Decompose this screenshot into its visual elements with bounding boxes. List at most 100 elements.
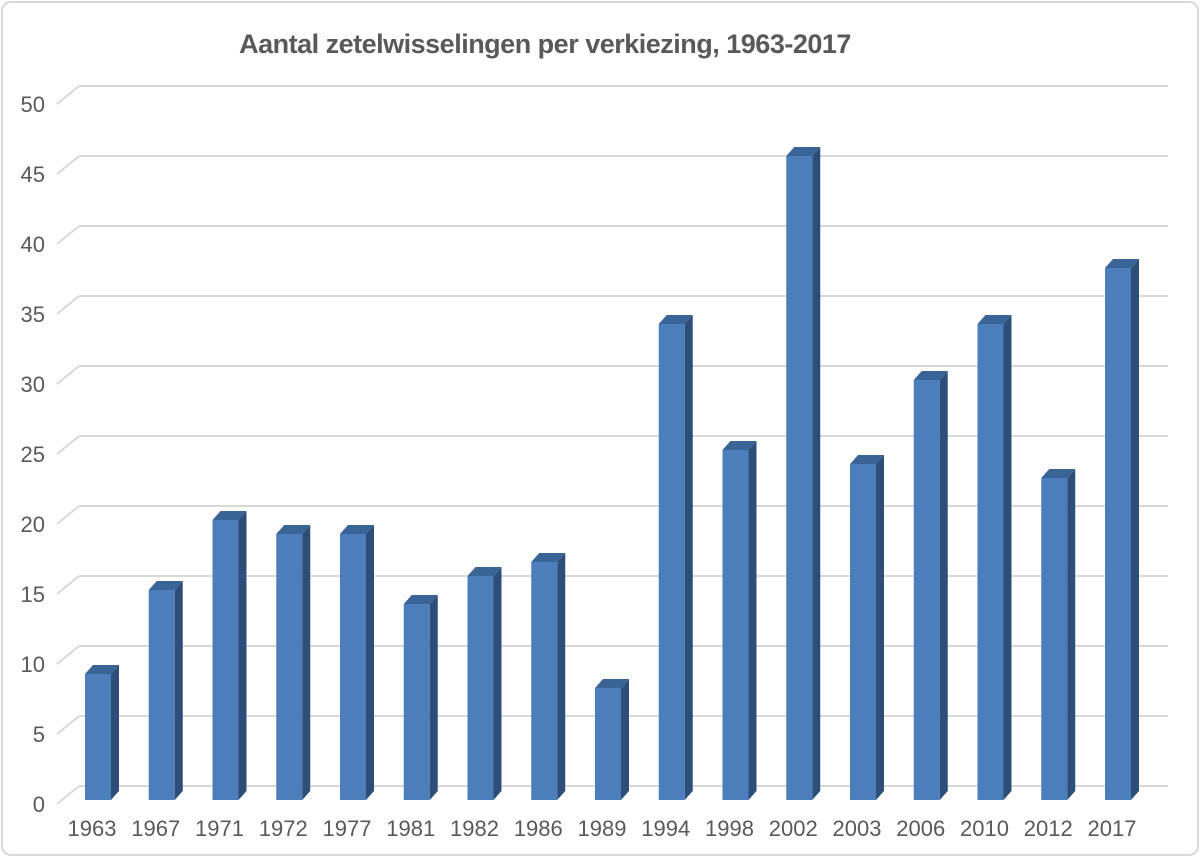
bar-top-face xyxy=(403,595,438,604)
bar xyxy=(531,553,566,800)
bar xyxy=(913,371,948,800)
bar-front-face xyxy=(658,324,685,800)
bar xyxy=(403,595,438,800)
y-tick-label: 50 xyxy=(21,92,45,117)
bar-top-face xyxy=(850,455,884,464)
gridline-diagonal xyxy=(56,505,80,525)
bar-top-face xyxy=(276,525,311,534)
gridline-diagonal xyxy=(56,575,80,595)
x-tick-label: 2006 xyxy=(896,816,945,841)
bar xyxy=(1041,469,1076,800)
bar-side-face xyxy=(429,595,438,800)
y-tick-label: 25 xyxy=(21,442,45,467)
bar-top-face xyxy=(85,665,119,674)
bar-side-face xyxy=(1067,469,1076,800)
bar-top-face xyxy=(467,567,502,576)
bar-front-face xyxy=(212,520,239,800)
bar-top-face xyxy=(1041,469,1076,478)
bar xyxy=(850,455,884,800)
bar xyxy=(786,147,821,800)
bar-side-face xyxy=(1131,259,1139,800)
bar-top-face xyxy=(786,147,821,156)
bar-side-face xyxy=(876,455,884,800)
x-tick-label: 1977 xyxy=(323,816,372,841)
bar-front-face xyxy=(1105,268,1131,800)
bar-front-face xyxy=(722,450,749,800)
bar-side-face xyxy=(557,553,566,800)
bar-front-face xyxy=(276,534,303,800)
x-tick-label: 2010 xyxy=(960,816,1009,841)
bar-side-face xyxy=(748,441,757,800)
y-tick-label: 15 xyxy=(21,582,45,607)
bar xyxy=(276,525,311,800)
x-tick-label: 1982 xyxy=(450,816,499,841)
gridline-diagonal xyxy=(56,435,80,455)
bar-top-face xyxy=(977,315,1012,324)
x-tick-label: 1981 xyxy=(386,816,435,841)
bar-top-face xyxy=(722,441,757,450)
y-tick-label: 5 xyxy=(33,722,45,747)
bar-top-face xyxy=(212,511,247,520)
bar-top-face xyxy=(1105,259,1139,268)
bar-front-face xyxy=(595,688,621,800)
gridline-diagonal xyxy=(56,225,80,245)
bar xyxy=(1105,259,1139,800)
bar-front-face xyxy=(85,674,111,800)
x-axis-labels: 1963 1967 1971 1972 1977 1981 1982 1986 1989 1994… xyxy=(68,816,1137,841)
bar-side-face xyxy=(174,581,183,800)
bar-front-face xyxy=(1041,478,1068,800)
bar xyxy=(148,581,183,800)
y-tick-label: 20 xyxy=(21,512,45,537)
bar-top-face xyxy=(658,315,693,324)
bar xyxy=(85,665,119,800)
bar xyxy=(595,679,629,800)
gridline-diagonal xyxy=(56,295,80,315)
gridline-diagonal xyxy=(56,155,80,175)
x-tick-label: 1963 xyxy=(68,816,117,841)
gridline-diagonal xyxy=(56,365,80,385)
bar-top-face xyxy=(531,553,566,562)
bar-front-face xyxy=(531,562,558,800)
bar-front-face xyxy=(340,534,366,800)
gridline-diagonal xyxy=(56,645,80,665)
bar-side-face xyxy=(621,679,629,800)
y-tick-label: 30 xyxy=(21,372,45,397)
bar-front-face xyxy=(786,156,813,800)
bar-top-face xyxy=(595,679,629,688)
bar-front-face xyxy=(403,604,430,800)
bar xyxy=(722,441,757,800)
chart-title: Aantal zetelwisselingen per verkiezing, … xyxy=(239,29,851,59)
bar-side-face xyxy=(1003,315,1012,800)
bar-front-face xyxy=(977,324,1004,800)
bar-top-face xyxy=(913,371,948,380)
bar xyxy=(467,567,502,800)
y-tick-label: 35 xyxy=(21,302,45,327)
bar-front-face xyxy=(467,576,494,800)
bar-side-face xyxy=(812,147,821,800)
x-tick-label: 1989 xyxy=(578,816,627,841)
bar-side-face xyxy=(366,525,374,800)
bar-top-face xyxy=(148,581,183,590)
x-tick-label: 1994 xyxy=(641,816,690,841)
bar xyxy=(212,511,247,800)
gridline-diagonal xyxy=(56,785,80,805)
bar-side-face xyxy=(302,525,311,800)
bar xyxy=(340,525,374,800)
gridline-diagonal xyxy=(56,715,80,735)
bar-side-face xyxy=(493,567,502,800)
x-tick-label: 2012 xyxy=(1024,816,1073,841)
y-tick-label: 0 xyxy=(33,792,45,817)
bar-series xyxy=(85,147,1139,800)
x-tick-label: 1998 xyxy=(705,816,754,841)
bar-front-face xyxy=(148,590,175,800)
bar-side-face xyxy=(238,511,247,800)
y-tick-label: 45 xyxy=(21,162,45,187)
bar-front-face xyxy=(850,464,876,800)
bar-side-face xyxy=(111,665,119,800)
bar-top-face xyxy=(340,525,374,534)
bar-side-face xyxy=(939,371,948,800)
y-tick-label: 10 xyxy=(21,652,45,677)
x-tick-label: 2003 xyxy=(833,816,882,841)
